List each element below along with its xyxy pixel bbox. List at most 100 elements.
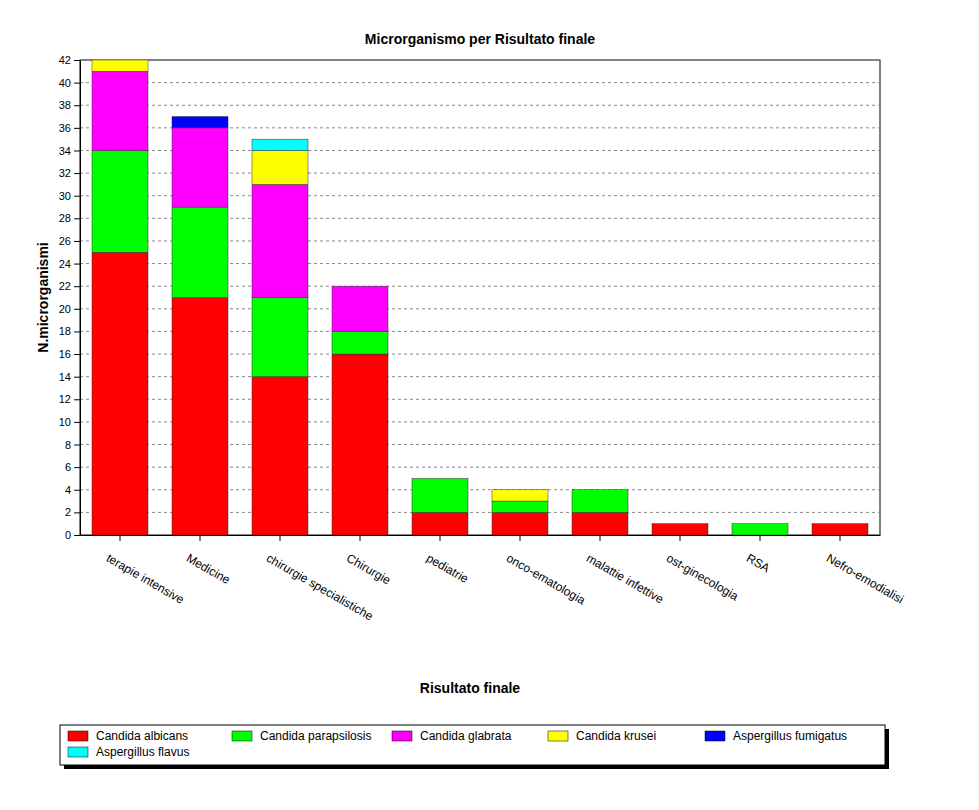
tick-label: 30: [59, 190, 71, 202]
tick-label: 18: [59, 325, 71, 337]
tick-mark: [74, 241, 80, 242]
tick-label: pediatrie: [424, 551, 471, 586]
tick-mark: [74, 264, 80, 265]
tick: Chirurgie: [344, 535, 393, 588]
tick: terapie intensive: [104, 535, 187, 607]
legend-item: Candida krusei: [548, 729, 656, 743]
tick-label: terapie intensive: [104, 551, 187, 607]
tick-label: 12: [59, 393, 71, 405]
bar: [412, 478, 468, 479]
legend-box: [60, 725, 885, 765]
bar: [92, 60, 148, 71]
bar: [172, 117, 228, 128]
bar: [412, 478, 468, 479]
y-axis: 024681012141618202224262830323436384042: [59, 54, 81, 541]
legend-swatch: [68, 747, 88, 757]
tick: 10: [59, 416, 80, 428]
tick-mark: [74, 128, 80, 129]
bar: [172, 116, 228, 117]
legend: Candida albicansCandida parapsilosisCand…: [60, 725, 889, 769]
tick-mark: [74, 354, 80, 355]
tick: 20: [59, 303, 80, 315]
bar: [92, 150, 148, 252]
tick-mark: [840, 535, 841, 541]
tick: 0: [65, 529, 80, 541]
tick-label: 22: [59, 280, 71, 292]
bar: [812, 523, 868, 524]
bar: [412, 478, 468, 512]
tick-label: onco-ematologia: [504, 551, 588, 608]
tick-mark: [74, 173, 80, 174]
tick-mark: [74, 422, 80, 423]
tick-mark: [520, 535, 521, 541]
bar: [572, 490, 628, 513]
tick: 42: [59, 54, 80, 66]
bar: [412, 478, 468, 479]
tick-label: 42: [59, 54, 71, 66]
tick-label: 28: [59, 212, 71, 224]
legend-label: Candida albicans: [96, 729, 188, 743]
tick: 2: [65, 506, 80, 518]
grid: [80, 60, 880, 535]
tick-label: 0: [65, 529, 71, 541]
legend-swatch: [68, 731, 88, 741]
tick-label: 2: [65, 506, 71, 518]
tick-label: 26: [59, 235, 71, 247]
tick-label: 36: [59, 122, 71, 134]
bar: [492, 489, 548, 490]
bar: [92, 60, 148, 61]
tick-mark: [74, 535, 80, 536]
tick-label: 32: [59, 167, 71, 179]
bar: [172, 207, 228, 297]
bar: [252, 298, 308, 377]
bar: [332, 286, 388, 287]
series: [252, 139, 308, 150]
chart: Microrganismo per Risultato finale024681…: [0, 0, 979, 810]
tick-label: RSA: [744, 551, 772, 575]
tick: 16: [59, 348, 80, 360]
tick-mark: [74, 309, 80, 310]
bar: [252, 184, 308, 297]
bar: [332, 286, 388, 287]
bar: [412, 478, 468, 479]
tick-mark: [74, 60, 80, 61]
legend-item: Candida albicans: [68, 729, 188, 743]
legend-label: Aspergillus flavus: [96, 745, 189, 759]
tick: 28: [59, 212, 80, 224]
tick-label: Nefro-emodialisi: [824, 551, 906, 606]
series: [172, 117, 228, 128]
tick: 40: [59, 77, 80, 89]
tick-mark: [680, 535, 681, 541]
tick-label: Medicine: [184, 551, 233, 587]
tick-mark: [74, 331, 80, 332]
x-axis-title: Risultato finale: [420, 680, 521, 696]
tick-mark: [74, 445, 80, 446]
tick-mark: [74, 399, 80, 400]
tick: 22: [59, 280, 80, 292]
tick-mark: [74, 377, 80, 378]
tick-mark: [120, 535, 121, 541]
bar: [652, 523, 708, 524]
bar: [252, 150, 308, 184]
plot-area: [80, 60, 880, 535]
tick-mark: [200, 535, 201, 541]
tick-label: 10: [59, 416, 71, 428]
tick-label: 20: [59, 303, 71, 315]
tick: 18: [59, 325, 80, 337]
bar: [812, 523, 868, 524]
legend-label: Candida glabrata: [420, 729, 512, 743]
legend-item: Aspergillus flavus: [68, 745, 189, 759]
bar: [812, 523, 868, 524]
bar: [92, 71, 148, 150]
bar: [252, 377, 308, 535]
tick-mark: [74, 83, 80, 84]
tick-mark: [360, 535, 361, 541]
tick: 6: [65, 461, 80, 473]
series: [92, 60, 548, 501]
bar: [812, 523, 868, 524]
legend-item: Candida glabrata: [392, 729, 512, 743]
tick: Nefro-emodialisi: [824, 535, 906, 606]
chart-title: Microrganismo per Risultato finale: [365, 31, 595, 47]
bar: [572, 512, 628, 535]
tick: 30: [59, 190, 80, 202]
